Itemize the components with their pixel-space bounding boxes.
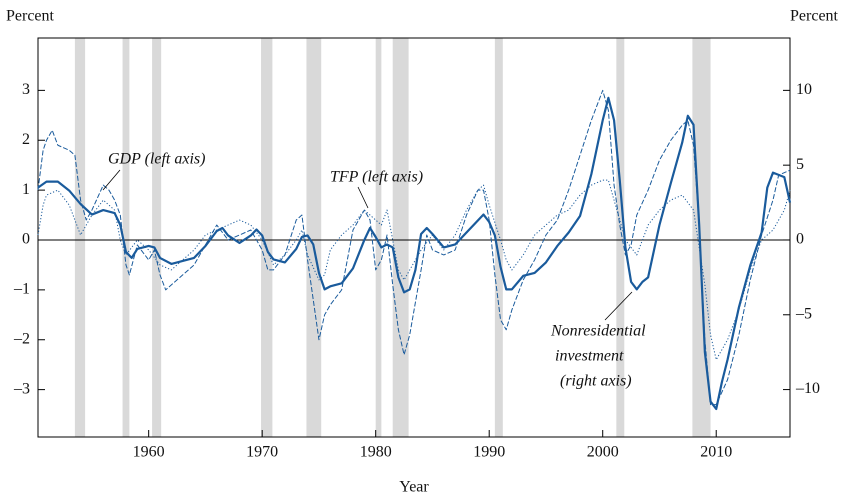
y-tick-label: –3 xyxy=(13,380,30,397)
x-tick-label: 1960 xyxy=(133,444,165,461)
y-tick-label: 0 xyxy=(22,231,30,248)
annotation: Nonresidential xyxy=(550,323,646,340)
series-line xyxy=(37,96,792,411)
plot-frame xyxy=(37,37,791,438)
y2-tick-label: 5 xyxy=(796,156,804,173)
y2-tick-label: 0 xyxy=(796,231,804,248)
annotation-arrow xyxy=(604,291,633,321)
recession-band xyxy=(616,38,625,437)
y2-tick-label: –5 xyxy=(795,305,812,322)
y-tick-label: 3 xyxy=(22,81,30,98)
y-tick-label: 2 xyxy=(22,131,30,148)
x-tick-label: 2000 xyxy=(587,444,619,461)
recession-band xyxy=(692,38,711,437)
y2-tick-label: 10 xyxy=(796,81,812,98)
annotation: (right axis) xyxy=(560,373,632,390)
recession-band xyxy=(306,38,322,437)
recession-band xyxy=(494,38,503,437)
y-axis-title: Percent xyxy=(6,8,55,25)
y2-axis-title: Percent xyxy=(790,8,839,25)
x-tick-label: 1990 xyxy=(473,444,505,461)
annotation-arrow xyxy=(357,186,369,209)
recession-band xyxy=(122,38,130,437)
annotation: investment xyxy=(555,348,624,365)
y-tick-label: –2 xyxy=(13,330,30,347)
annotation: TFP (left axis) xyxy=(330,169,423,186)
y2-tick-label: –10 xyxy=(795,380,820,397)
x-tick-label: 1970 xyxy=(246,444,278,461)
recession-band xyxy=(74,38,86,437)
recession-band xyxy=(392,38,409,437)
x-axis-title: Year xyxy=(399,479,429,496)
y-tick-label: –1 xyxy=(13,281,30,298)
x-tick-label: 1980 xyxy=(360,444,392,461)
recession-band xyxy=(152,38,162,437)
y-tick-label: 1 xyxy=(22,181,30,198)
recession-band xyxy=(261,38,273,437)
annotation: GDP (left axis) xyxy=(108,151,205,168)
series-line xyxy=(37,179,791,361)
x-tick-label: 2010 xyxy=(700,444,732,461)
annotation-arrow xyxy=(102,169,121,191)
recession-band xyxy=(375,38,382,437)
